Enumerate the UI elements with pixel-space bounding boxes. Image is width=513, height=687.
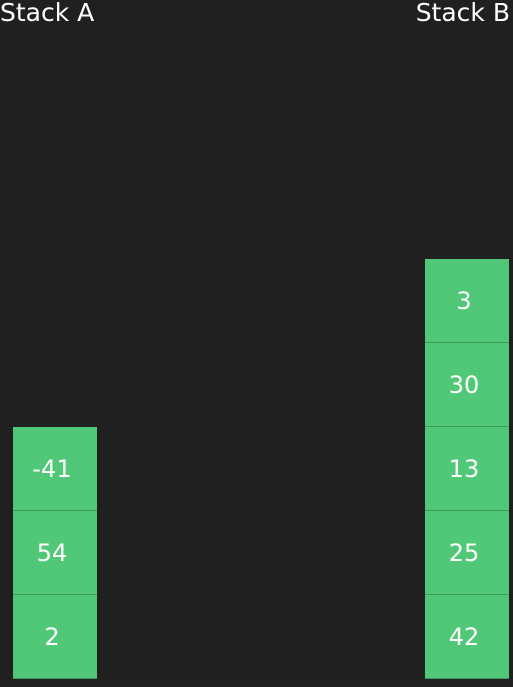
stack-b-label: Stack B	[415, 0, 510, 27]
stack-a: -41 54 2	[13, 427, 97, 679]
stack-b-item-value: 25	[448, 538, 480, 567]
stack-a-label: Stack A	[0, 0, 95, 27]
stack-b-item-value: 30	[448, 370, 480, 399]
stack-b-item: 25	[425, 511, 509, 595]
stack-a-item-value: 54	[36, 538, 68, 567]
stack-b-item: 30	[425, 343, 509, 427]
stack-b-item: 13	[425, 427, 509, 511]
stack-a-item-value: 2	[44, 622, 60, 651]
stack-a-item: 54	[13, 511, 97, 595]
stack-a-item-value: -41	[32, 454, 72, 483]
stack-a-item: 2	[13, 595, 97, 679]
stack-b: 3 30 13 25 42	[425, 259, 509, 679]
stack-b-item-value: 42	[448, 622, 480, 651]
stack-b-item: 3	[425, 259, 509, 343]
stack-b-item: 42	[425, 595, 509, 679]
stack-a-item: -41	[13, 427, 97, 511]
stack-b-item-value: 3	[456, 286, 472, 315]
stack-b-item-value: 13	[448, 454, 480, 483]
